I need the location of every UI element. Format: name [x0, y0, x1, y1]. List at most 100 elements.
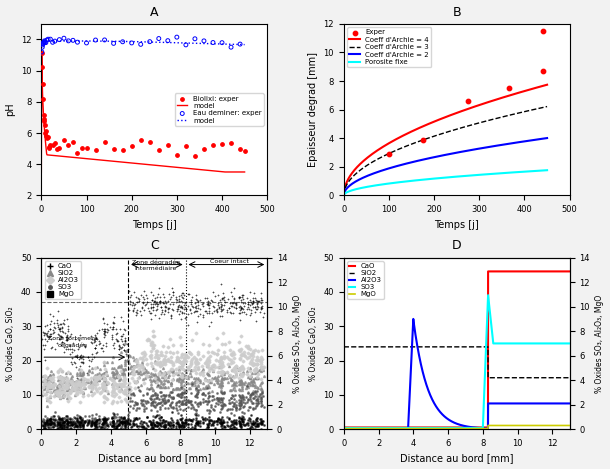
Title: D: D: [452, 239, 462, 252]
Eau deminer: exper: (6, 11.8): exper: (6, 11.8): [39, 38, 49, 45]
Coeff d'Archie = 2: [544, 135, 551, 141]
Eau deminer: exper: (280, 11.9): exper: (280, 11.9): [163, 37, 173, 45]
Porosite fixe: [488, 171, 495, 177]
Line: SiO2: SiO2: [344, 347, 570, 378]
MgO: [566, 423, 573, 428]
model: [205, 41, 212, 46]
Coeff d'Archie = 3: [544, 104, 551, 109]
Y-axis label: % Oxides CaO, SiO₂: % Oxides CaO, SiO₂: [309, 306, 318, 381]
MgO: [518, 423, 525, 428]
Coeff d'Archie = 3: [421, 136, 428, 142]
Biolixi: exper: (120, 4.91): exper: (120, 4.91): [91, 146, 101, 154]
Title: A: A: [150, 6, 159, 19]
Biolixi: exper: (1, 11.1): exper: (1, 11.1): [37, 49, 47, 57]
Eau deminer: exper: (1, 11.2): exper: (1, 11.2): [37, 48, 47, 56]
Legend: CaO, SiO2, Al2O3, SO3, MgO: CaO, SiO2, Al2O3, SO3, MgO: [45, 261, 81, 300]
model: [148, 39, 156, 45]
Text: Zone fortement
dégradée: Zone fortement dégradée: [48, 336, 98, 348]
SiO2: [518, 375, 525, 380]
Porosite fixe: [468, 173, 475, 178]
Title: B: B: [453, 6, 461, 19]
Biolixi: exper: (16, 5.12): exper: (16, 5.12): [44, 143, 54, 151]
model: [205, 167, 212, 173]
SiO2: [566, 375, 573, 380]
Eau deminer: exper: (220, 11.7): exper: (220, 11.7): [136, 41, 146, 48]
MgO: [450, 426, 458, 431]
SiO2: [352, 344, 359, 350]
Biolixi: exper: (140, 5.39): exper: (140, 5.39): [99, 139, 109, 146]
Biolixi: exper: (300, 4.59): exper: (300, 4.59): [172, 151, 182, 159]
Biolixi: exper: (200, 5.15): exper: (200, 5.15): [127, 143, 137, 150]
Biolixi: exper: (160, 4.95): exper: (160, 4.95): [109, 146, 118, 153]
Eau deminer: exper: (50, 12.1): exper: (50, 12.1): [59, 34, 69, 42]
Biolixi: exper: (240, 5.4): exper: (240, 5.4): [145, 139, 154, 146]
Biolixi: exper: (450, 4.82): exper: (450, 4.82): [240, 148, 249, 155]
Eau deminer: exper: (400, 11.8): exper: (400, 11.8): [217, 39, 227, 46]
model: [135, 39, 142, 45]
Biolixi: exper: (80, 4.74): exper: (80, 4.74): [73, 149, 82, 156]
Eau deminer: exper: (7, 11.9): exper: (7, 11.9): [40, 37, 49, 45]
Eau deminer: exper: (30, 11.9): exper: (30, 11.9): [50, 38, 60, 45]
Biolixi: exper: (360, 4.97): exper: (360, 4.97): [199, 145, 209, 153]
Eau deminer: exper: (3, 11.7): exper: (3, 11.7): [38, 41, 48, 49]
Coeff d'Archie = 3: [468, 122, 475, 128]
Eau deminer: exper: (4, 11.8): exper: (4, 11.8): [38, 39, 48, 47]
Coeff d'Archie = 4: [421, 123, 428, 129]
Biolixi: exper: (25, 5.25): exper: (25, 5.25): [48, 141, 57, 149]
Exper: [504, 84, 514, 92]
Eau deminer: exper: (40, 12): exper: (40, 12): [54, 36, 64, 43]
SiO2: [559, 375, 567, 380]
X-axis label: Distance au bord [mm]: Distance au bord [mm]: [98, 454, 211, 463]
Al2O3: [352, 426, 359, 431]
Al2O3: [566, 401, 573, 406]
model: [135, 161, 142, 166]
Line: Porosite fixe: Porosite fixe: [344, 170, 547, 196]
Biolixi: exper: (90, 5.06): exper: (90, 5.06): [77, 144, 87, 151]
Eau deminer: exper: (360, 11.9): exper: (360, 11.9): [199, 37, 209, 45]
SiO2: [444, 344, 451, 350]
Al2O3: [518, 401, 526, 406]
Porosite fixe: [340, 193, 348, 198]
Biolixi: exper: (2, 10.3): exper: (2, 10.3): [37, 63, 47, 70]
Line: CaO: CaO: [344, 272, 570, 427]
Coeff d'Archie = 4: [544, 82, 551, 88]
SO3: [484, 292, 492, 298]
SiO2: [559, 375, 567, 380]
Biolixi: exper: (70, 5.42): exper: (70, 5.42): [68, 138, 78, 146]
model: [136, 161, 143, 166]
Biolixi: exper: (8, 6.49): exper: (8, 6.49): [40, 121, 50, 129]
SO3: [559, 340, 567, 346]
Biolixi: exper: (5, 7.14): exper: (5, 7.14): [38, 112, 48, 119]
Eau deminer: exper: (300, 12.2): exper: (300, 12.2): [172, 33, 182, 41]
Biolixi: exper: (20, 5.26): exper: (20, 5.26): [46, 141, 56, 148]
CaO: [484, 269, 492, 274]
Coeff d'Archie = 4: [340, 193, 348, 198]
Eau deminer: exper: (60, 11.9): exper: (60, 11.9): [63, 37, 73, 45]
Coeff d'Archie = 3: [365, 162, 372, 167]
Biolixi: exper: (380, 5.25): exper: (380, 5.25): [208, 141, 218, 149]
Biolixi: exper: (320, 5.15): exper: (320, 5.15): [181, 143, 191, 150]
Eau deminer: exper: (260, 12.1): exper: (260, 12.1): [154, 35, 163, 42]
Al2O3: [484, 426, 492, 431]
SiO2: [450, 344, 458, 350]
SO3: [450, 425, 458, 431]
Coeff d'Archie = 4: [365, 154, 372, 160]
SO3: [566, 340, 573, 346]
X-axis label: Temps [j]: Temps [j]: [132, 219, 177, 230]
CaO: [340, 424, 348, 430]
Al2O3: [560, 401, 567, 406]
model: [159, 39, 167, 45]
Y-axis label: % Oxides SO₃, Al₂O₃, MgO: % Oxides SO₃, Al₂O₃, MgO: [595, 295, 605, 393]
model: [136, 39, 143, 45]
Legend: Exper, Coeff d'Archie = 4, Coeff d'Archie = 3, Coeff d'Archie = 2, Porosite fixe: Exper, Coeff d'Archie = 4, Coeff d'Archi…: [347, 27, 431, 67]
Coeff d'Archie = 2: [421, 157, 428, 162]
Exper: [384, 150, 394, 158]
model: [237, 42, 244, 47]
CaO: [444, 424, 451, 430]
Line: Coeff d'Archie = 2: Coeff d'Archie = 2: [344, 138, 547, 196]
Eau deminer: exper: (180, 11.9): exper: (180, 11.9): [118, 38, 127, 45]
Biolixi: exper: (400, 5.28): exper: (400, 5.28): [217, 140, 227, 148]
Biolixi: exper: (60, 5.24): exper: (60, 5.24): [63, 141, 73, 149]
Eau deminer: exper: (140, 12): exper: (140, 12): [99, 36, 109, 44]
Biolixi: exper: (30, 5.38): exper: (30, 5.38): [50, 139, 60, 146]
